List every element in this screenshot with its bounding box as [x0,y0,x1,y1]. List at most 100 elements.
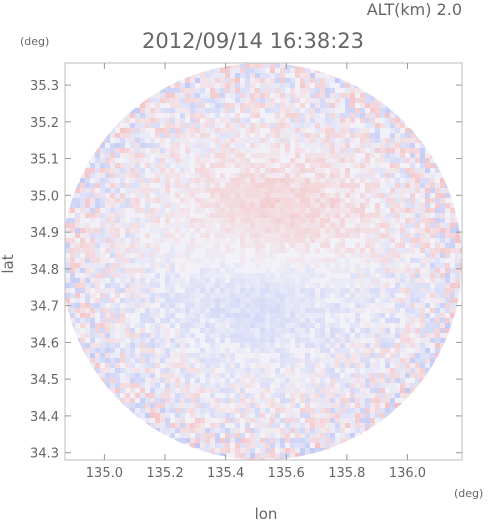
radar-cell [375,178,380,183]
radar-cell [295,133,300,138]
radar-cell [225,263,230,268]
radar-cell [410,308,415,313]
radar-cell [250,293,255,298]
radar-cell [200,383,205,388]
radar-cell [80,323,85,328]
radar-cell [185,213,190,218]
radar-cell [415,388,420,393]
radar-cell [275,338,280,343]
radar-cell [410,243,415,248]
radar-cell [155,283,160,288]
radar-cell [115,233,120,238]
radar-cell [280,433,285,438]
radar-cell [155,93,160,98]
radar-cell [370,403,375,408]
radar-cell [220,83,225,88]
radar-cell [165,108,170,113]
radar-cell [190,128,195,133]
radar-cell [245,213,250,218]
radar-cell [180,73,185,78]
radar-cell [190,288,195,293]
radar-cell [260,203,265,208]
radar-cell [215,243,220,248]
radar-cell [90,163,95,168]
radar-cell [310,123,315,128]
radar-cell [340,438,345,443]
radar-cell [375,188,380,193]
radar-cell [280,113,285,118]
radar-cell [115,148,120,153]
radar-cell [285,298,290,303]
radar-cell [185,363,190,368]
radar-cell [175,103,180,108]
radar-cell [240,93,245,98]
radar-cell [95,173,100,178]
radar-cell [85,213,90,218]
radar-cell [210,328,215,333]
radar-cell [135,253,140,258]
radar-cell [290,128,295,133]
radar-cell [360,168,365,173]
radar-cell [285,378,290,383]
radar-cell [190,218,195,223]
radar-cell [405,338,410,343]
radar-cell [115,308,120,313]
radar-cell [310,343,315,348]
radar-cell [260,418,265,423]
radar-cell [225,188,230,193]
radar-cell [385,268,390,273]
radar-cell [120,323,125,328]
radar-cell [160,128,165,133]
radar-cell [395,328,400,333]
radar-cell [185,128,190,133]
radar-cell [355,243,360,248]
radar-cell [150,378,155,383]
radar-cell [210,388,215,393]
radar-cell [235,178,240,183]
radar-cell [100,193,105,198]
radar-cell [375,238,380,243]
radar-cell [300,248,305,253]
radar-cell [75,243,80,248]
radar-cell [110,288,115,293]
radar-cell [260,313,265,318]
radar-cell [265,123,270,128]
radar-cell [405,198,410,203]
radar-cell [105,203,110,208]
radar-cell [335,158,340,163]
radar-cell [165,148,170,153]
radar-cell [290,393,295,398]
radar-cell [105,183,110,188]
radar-cell [370,138,375,143]
radar-cell [445,193,450,198]
radar-cell [355,408,360,413]
radar-cell [425,348,430,353]
radar-cell [145,378,150,383]
radar-cell [450,308,455,313]
radar-cell [115,248,120,253]
radar-cell [400,383,405,388]
radar-cell [305,388,310,393]
radar-cell [300,138,305,143]
radar-cell [75,283,80,288]
radar-cell [110,148,115,153]
radar-cell [365,258,370,263]
radar-cell [240,123,245,128]
radar-cell [70,253,75,258]
radar-cell [155,313,160,318]
radar-cell [180,418,185,423]
radar-cell [380,268,385,273]
radar-cell [390,238,395,243]
radar-cell [310,388,315,393]
radar-cell [225,203,230,208]
radar-cell [280,63,285,68]
radar-cell [370,423,375,428]
radar-cell [340,398,345,403]
radar-cell [420,348,425,353]
radar-cell [140,208,145,213]
radar-cell [315,228,320,233]
radar-cell [350,88,355,93]
radar-cell [145,288,150,293]
radar-cell [370,178,375,183]
radar-cell [375,388,380,393]
